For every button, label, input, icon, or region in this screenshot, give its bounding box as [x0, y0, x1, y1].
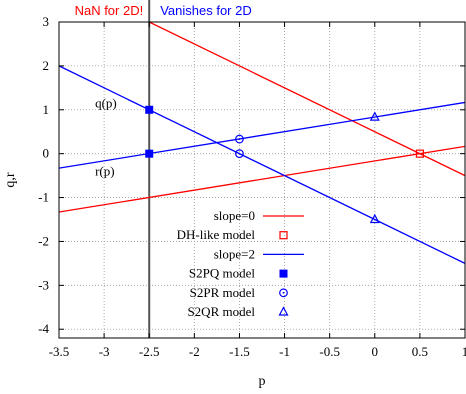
marker-ring	[235, 134, 244, 144]
plot-frame	[58, 21, 466, 339]
series-layer	[59, 22, 465, 264]
legend-label: slope=2	[214, 246, 255, 261]
legend-marker	[279, 269, 288, 278]
data-point	[235, 149, 244, 159]
y-tick-label: -1	[38, 190, 49, 205]
x-tick-label: 0.5	[412, 344, 428, 359]
x-tick-label: -3	[99, 344, 110, 359]
data-point	[235, 134, 244, 144]
legend-marker	[279, 231, 288, 240]
data-point	[145, 105, 154, 114]
y-tick-label: -3	[38, 277, 49, 292]
legend-label: S2QR model	[187, 304, 255, 319]
region-label-nan: NaN for 2D!	[75, 3, 144, 18]
y-axis-label: q,r	[3, 172, 18, 188]
marker-dot	[238, 152, 241, 155]
y-tick-label: 3	[43, 14, 50, 29]
data-point	[369, 213, 380, 224]
x-tick-label: -0.5	[319, 344, 340, 359]
legend-label: DH-like model	[177, 227, 256, 242]
x-tick-label: 1	[462, 344, 466, 359]
legend-label: S2PR model	[190, 285, 256, 300]
marker-ring	[235, 149, 244, 159]
x-tick-labels: -3.5 -3 -2.5 -2 -1.5 -1 -0.5 0 0.5 1	[49, 344, 466, 359]
marker-dot	[282, 291, 285, 294]
curve-label-q: q(p)	[95, 96, 117, 111]
legend-marker	[278, 306, 289, 316]
y-tick-label: -4	[38, 321, 49, 336]
legend-marker	[279, 288, 288, 298]
x-tick-label: 0	[372, 344, 379, 359]
x-tick-label: -1	[279, 344, 290, 359]
marker-ring	[279, 288, 288, 298]
legend-label: S2PQ model	[189, 266, 255, 281]
y-tick-label: 2	[43, 58, 50, 73]
curve-label-r: r(p)	[95, 164, 115, 179]
y-tick-labels: -4 -3 -2 -1 0 1 2 3	[38, 14, 49, 336]
y-tick-label: 1	[43, 102, 50, 117]
series-line	[59, 65, 465, 264]
x-tick-label: -2.5	[139, 344, 160, 359]
tick-marks	[58, 21, 466, 338]
x-tick-label: -3.5	[49, 344, 70, 359]
y-tick-label: -2	[38, 233, 49, 248]
series-line	[59, 101, 465, 169]
series-line	[59, 145, 465, 213]
legend-label: slope=0	[214, 208, 255, 223]
data-point	[145, 149, 154, 158]
x-tick-label: -2	[189, 344, 200, 359]
series-line	[148, 22, 465, 177]
data-point	[415, 149, 424, 158]
y-tick-label: 0	[43, 146, 50, 161]
region-label-vanishes: Vanishes for 2D	[160, 3, 252, 18]
x-axis-label: p	[259, 374, 266, 389]
marker-dot	[238, 138, 241, 140]
x-tick-label: -1.5	[229, 344, 250, 359]
legend: slope=0 DH-like model slope=2 S2PQ model S2P…	[177, 208, 304, 319]
data-point	[369, 111, 380, 121]
grid	[59, 0, 465, 338]
